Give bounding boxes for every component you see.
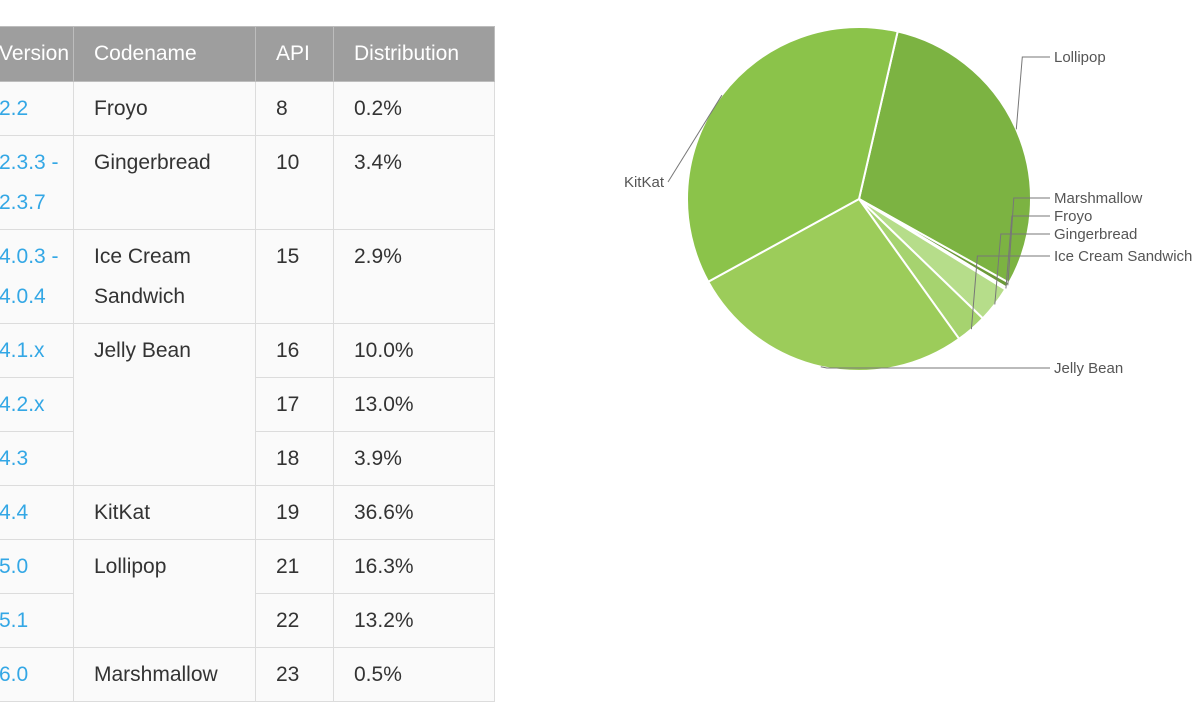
header-version: Version	[0, 26, 74, 82]
pie-label: Jelly Bean	[1054, 360, 1123, 377]
pie-leader-line	[994, 233, 1050, 305]
table-row: 4.1.x Jelly Bean 16 10.0%	[0, 323, 495, 486]
pie-leader-line	[820, 366, 1050, 369]
version-link[interactable]: 4.0.3 - 4.0.4	[0, 229, 74, 324]
api-cell: 15	[255, 229, 334, 324]
distribution-cell: 16.3%	[333, 539, 495, 594]
pie-label: KitKat	[624, 174, 665, 191]
table-row: 5.1 22 13.2%	[0, 593, 495, 648]
version-link[interactable]: 4.3	[0, 431, 74, 486]
pie-label: Froyo	[1054, 208, 1092, 225]
pie-label: Gingerbread	[1054, 226, 1137, 243]
table-row: 5.0 Lollipop 21 16.3%	[0, 539, 495, 648]
api-cell: 8	[255, 81, 334, 136]
codename-cell: Gingerbread	[73, 135, 256, 230]
header-distribution: Distribution	[333, 26, 495, 82]
version-link[interactable]: 6.0	[0, 647, 74, 702]
pie-leader-line	[667, 94, 723, 183]
table-row: 4.0.3 - 4.0.4 Ice Cream Sandwich 15 2.9%	[0, 229, 495, 324]
distribution-cell: 0.2%	[333, 81, 495, 136]
api-cell: 23	[255, 647, 334, 702]
api-cell: 19	[255, 485, 334, 540]
codename-cell: KitKat	[73, 485, 256, 540]
table-header-row: Version Codename API Distribution	[0, 26, 495, 82]
table-row: 2.3.3 - 2.3.7 Gingerbread 10 3.4%	[0, 135, 495, 230]
table-row: 4.4 KitKat 19 36.6%	[0, 485, 495, 540]
distribution-cell: 2.9%	[333, 229, 495, 324]
api-cell: 16	[255, 323, 334, 378]
codename-cell: Marshmallow	[73, 647, 256, 702]
pie-slice-lollipop	[857, 30, 1032, 285]
distribution-cell: 3.4%	[333, 135, 495, 230]
table-row: 6.0 Marshmallow 23 0.5%	[0, 647, 495, 702]
api-cell: 17	[255, 377, 334, 432]
api-cell: 10	[255, 135, 334, 230]
version-link[interactable]: 2.2	[0, 81, 74, 136]
codename-cell: Jelly Bean	[73, 323, 256, 486]
pie-label: Marshmallow	[1054, 190, 1143, 207]
codename-cell: Lollipop	[73, 539, 256, 648]
api-cell: 21	[255, 539, 334, 594]
version-link[interactable]: 4.4	[0, 485, 74, 540]
version-link[interactable]: 5.0	[0, 539, 74, 594]
distribution-cell: 10.0%	[333, 323, 495, 378]
distribution-cell: 0.5%	[333, 647, 495, 702]
version-link[interactable]: 4.1.x	[0, 323, 74, 378]
table-row: 4.3 18 3.9%	[0, 431, 495, 486]
codename-cell: Froyo	[73, 81, 256, 136]
pie-leader-line	[1005, 215, 1050, 289]
pie-leader-line	[1015, 56, 1050, 130]
pie-label: Ice Cream Sandwich	[1054, 248, 1192, 265]
distribution-cell: 36.6%	[333, 485, 495, 540]
header-codename: Codename	[73, 26, 256, 82]
distribution-table: Version Codename API Distribution 2.2 Fr…	[0, 26, 495, 702]
table-row: 2.2 Froyo 8 0.2%	[0, 81, 495, 136]
pie-label: Lollipop	[1054, 49, 1106, 66]
version-link[interactable]: 2.3.3 - 2.3.7	[0, 135, 74, 230]
distribution-cell: 13.2%	[333, 593, 495, 648]
codename-cell: Ice Cream Sandwich	[73, 229, 256, 324]
distribution-cell: 13.0%	[333, 377, 495, 432]
version-link[interactable]: 5.1	[0, 593, 74, 648]
api-cell: 18	[255, 431, 334, 486]
distribution-cell: 3.9%	[333, 431, 495, 486]
api-cell: 22	[255, 593, 334, 648]
pie-leader-line	[970, 255, 1050, 330]
version-link[interactable]: 4.2.x	[0, 377, 74, 432]
header-api: API	[255, 26, 334, 82]
